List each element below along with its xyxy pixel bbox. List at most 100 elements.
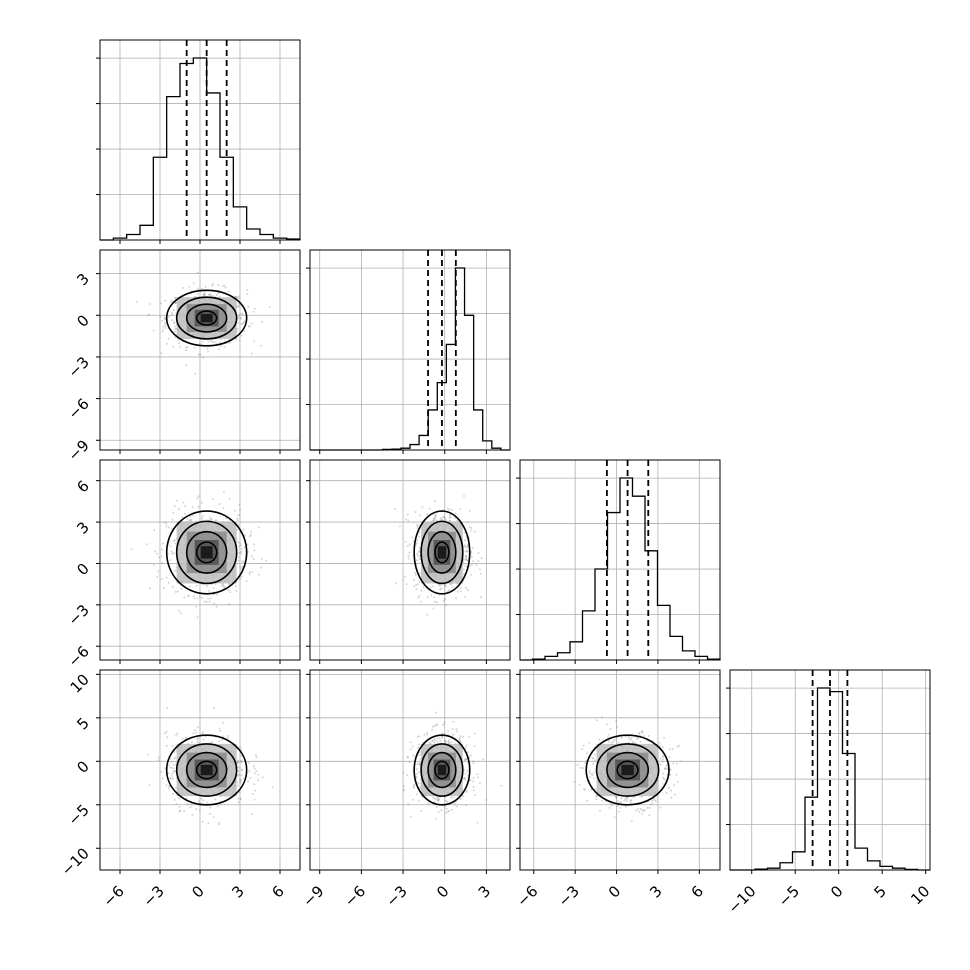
scatter-point bbox=[405, 583, 408, 586]
scatter-point bbox=[462, 557, 465, 560]
scatter-point bbox=[222, 584, 225, 587]
contour-level-3 bbox=[165, 510, 248, 595]
scatter-point bbox=[473, 732, 476, 735]
scatter-point bbox=[441, 518, 444, 521]
scatter-point bbox=[462, 735, 464, 738]
scatter-point bbox=[440, 517, 443, 519]
scatter-point bbox=[249, 533, 252, 536]
scatter-point bbox=[172, 770, 175, 773]
scatter-point bbox=[669, 773, 672, 776]
contour-level-1 bbox=[185, 530, 228, 574]
scatter-point bbox=[620, 797, 623, 800]
scatter-point bbox=[170, 761, 173, 763]
scatter-point bbox=[238, 305, 241, 308]
scatter-point bbox=[466, 769, 469, 772]
scatter-point bbox=[456, 519, 459, 522]
scatter-point bbox=[201, 356, 204, 359]
scatter-point bbox=[209, 597, 212, 600]
scatter-point bbox=[649, 803, 652, 806]
scatter-point bbox=[173, 322, 176, 325]
scatter-point bbox=[445, 584, 448, 587]
scatter-point bbox=[206, 584, 209, 587]
scatter-point bbox=[431, 725, 434, 728]
contour-level-2 bbox=[175, 520, 238, 585]
scatter-point bbox=[448, 739, 451, 741]
scatter-point bbox=[185, 346, 188, 349]
scatter-point bbox=[240, 761, 243, 763]
scatter-point bbox=[464, 772, 467, 775]
scatter-point bbox=[218, 740, 221, 743]
scatter-point bbox=[246, 288, 249, 291]
scatter-point bbox=[260, 344, 263, 347]
scatter-point bbox=[433, 737, 436, 740]
scatter-point bbox=[177, 339, 180, 342]
scatter-point bbox=[676, 780, 679, 783]
scatter-point bbox=[462, 560, 465, 562]
scatter-point bbox=[420, 810, 423, 812]
scatter-point bbox=[402, 789, 405, 792]
scatter-point bbox=[236, 781, 239, 784]
scatter-point bbox=[197, 800, 200, 803]
contour-level-1 bbox=[427, 530, 457, 574]
scatter-point bbox=[426, 513, 429, 516]
scatter-point bbox=[418, 763, 421, 765]
scatter-point bbox=[591, 757, 594, 760]
scatter-point bbox=[223, 586, 225, 589]
scatter-point bbox=[250, 322, 253, 325]
scatter-point bbox=[193, 282, 195, 285]
scatter-point bbox=[214, 583, 217, 585]
scatter-point bbox=[431, 740, 434, 743]
scatter-point bbox=[257, 779, 260, 782]
scatter-point bbox=[438, 583, 441, 586]
scatter-point bbox=[471, 547, 474, 550]
scatter-point bbox=[459, 590, 462, 593]
scatter-point bbox=[249, 776, 252, 779]
scatter-point bbox=[253, 798, 256, 801]
scatter-point bbox=[253, 783, 256, 786]
scatter-point bbox=[426, 733, 429, 736]
scatter-point bbox=[255, 756, 258, 759]
scatter-point bbox=[415, 773, 418, 776]
scatter-point bbox=[459, 735, 462, 738]
scatter-point bbox=[261, 776, 264, 779]
scatter-point bbox=[608, 740, 611, 743]
scatter-point bbox=[465, 554, 468, 557]
scatter-point bbox=[598, 738, 601, 741]
scatter-point bbox=[599, 809, 601, 812]
scatter-point bbox=[443, 805, 446, 808]
scatter-point bbox=[426, 596, 429, 599]
scatter-point bbox=[653, 799, 656, 802]
scatter-point bbox=[240, 798, 242, 801]
scatter-point bbox=[417, 781, 420, 784]
scatter-point bbox=[642, 735, 645, 738]
scatter-point bbox=[638, 811, 641, 813]
scatter-point bbox=[442, 732, 445, 735]
scatter-point bbox=[164, 732, 167, 735]
scatter-point bbox=[201, 287, 204, 290]
scatter-point bbox=[204, 285, 207, 288]
scatter-point bbox=[434, 798, 437, 800]
scatter-panel-1-0 bbox=[96, 249, 301, 454]
scatter-point bbox=[170, 766, 173, 769]
scatter-point bbox=[236, 761, 239, 764]
scatter-point bbox=[463, 544, 466, 547]
scatter-point bbox=[471, 563, 474, 566]
scatter-point bbox=[178, 810, 181, 813]
scatter-point bbox=[226, 736, 229, 739]
xtick-label-col-3: −5 bbox=[775, 882, 803, 910]
scatter-point bbox=[203, 294, 206, 297]
scatter-point bbox=[211, 284, 214, 287]
scatter-point bbox=[202, 738, 205, 741]
scatter-point bbox=[162, 325, 165, 328]
scatter-point bbox=[414, 511, 417, 513]
scatter-point bbox=[239, 781, 241, 784]
scatter-point bbox=[215, 605, 218, 608]
scatter-point bbox=[472, 760, 475, 763]
scatter-point bbox=[470, 551, 473, 554]
scatter-point bbox=[477, 560, 480, 562]
scatter-point bbox=[161, 561, 164, 564]
scatter-point bbox=[431, 739, 434, 742]
scatter-point bbox=[444, 585, 447, 588]
panel-frame bbox=[309, 459, 511, 661]
scatter-point bbox=[254, 753, 257, 756]
